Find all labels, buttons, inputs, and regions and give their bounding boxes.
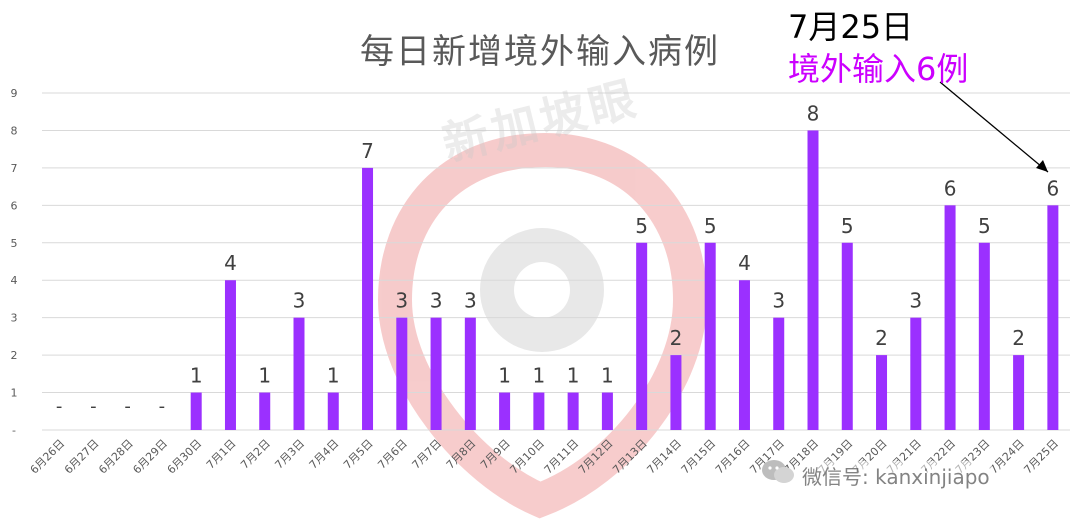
bar <box>396 317 408 430</box>
x-tick-label: 7月4日 <box>307 437 342 472</box>
bar <box>670 355 682 430</box>
y-tick-label: 6 <box>11 199 18 212</box>
annotation-text: 境外输入6例 <box>788 50 969 88</box>
bar <box>464 317 476 430</box>
y-tick-label: 3 <box>11 312 18 325</box>
bar <box>773 317 785 430</box>
bar <box>876 355 888 430</box>
y-tick-label: 8 <box>11 124 18 137</box>
x-tick-label: 7月24日 <box>987 437 1027 477</box>
x-tick-label: 7月7日 <box>410 437 445 472</box>
x-tick-label: 7月25日 <box>1021 437 1061 477</box>
data-label: 1 <box>327 364 340 388</box>
x-tick-label: 6月30日 <box>165 437 205 477</box>
data-label: 4 <box>738 251 751 275</box>
data-label: 2 <box>670 326 683 350</box>
bar <box>738 280 750 430</box>
data-label: 3 <box>395 289 408 313</box>
data-label: 3 <box>293 289 306 313</box>
data-label: - <box>56 396 63 417</box>
data-label: 6 <box>944 176 957 200</box>
x-tick-label: 6月27日 <box>62 437 102 477</box>
bar <box>567 392 579 430</box>
data-label: 3 <box>430 289 443 313</box>
wechat-credit: 微信号: kanxinjiapo <box>800 461 992 490</box>
bar <box>533 392 545 430</box>
bar <box>636 242 648 430</box>
y-tick-label: 7 <box>11 162 18 175</box>
y-tick-label: 2 <box>11 349 18 362</box>
bar <box>327 392 339 430</box>
x-tick-label: 7月2日 <box>238 437 273 472</box>
x-tick-label: 7月14日 <box>644 437 684 477</box>
data-label: - <box>90 396 97 417</box>
data-label: 1 <box>498 364 511 388</box>
data-label: 3 <box>909 289 922 313</box>
bar <box>601 392 613 430</box>
data-label: 1 <box>601 364 614 388</box>
data-label: - <box>159 396 166 417</box>
data-label: 1 <box>567 364 580 388</box>
y-tick-label: 9 <box>11 87 18 100</box>
bar <box>841 242 853 430</box>
x-tick-label: 6月26日 <box>28 437 68 477</box>
watermark-logo <box>377 132 708 519</box>
data-label: 5 <box>978 214 991 238</box>
x-tick-label: 6月29日 <box>130 437 170 477</box>
data-label: 2 <box>875 326 888 350</box>
bar <box>1047 205 1059 430</box>
x-tick-label: 7月5日 <box>341 437 376 472</box>
data-label: 3 <box>772 289 785 313</box>
data-label: 1 <box>190 364 203 388</box>
data-label: - <box>124 396 131 417</box>
data-label: 2 <box>1012 326 1025 350</box>
x-tick-label: 7月3日 <box>272 437 307 472</box>
annotation-date: 7月25日 <box>788 8 914 46</box>
bar <box>704 242 716 430</box>
bar <box>430 317 442 430</box>
x-tick-label: 7月16日 <box>713 437 753 477</box>
y-tick-label: 5 <box>11 237 18 250</box>
y-tick-label: 4 <box>11 274 18 287</box>
chart-title: 每日新增境外输入病例 <box>360 32 720 72</box>
bar <box>807 130 819 430</box>
bar <box>944 205 956 430</box>
y-tick-label: 1 <box>11 387 18 400</box>
x-tick-label: 7月15日 <box>679 437 719 477</box>
data-label: 1 <box>532 364 545 388</box>
x-tick-label: 7月1日 <box>204 437 239 472</box>
bar <box>1013 355 1025 430</box>
data-label: 5 <box>704 214 717 238</box>
x-tick-label: 7月6日 <box>375 437 410 472</box>
data-label: 5 <box>841 214 854 238</box>
data-label: 1 <box>258 364 271 388</box>
bar <box>362 167 374 430</box>
bar <box>224 280 236 430</box>
data-label: 6 <box>1046 176 1059 200</box>
bar <box>978 242 990 430</box>
data-label: 4 <box>224 251 237 275</box>
bar <box>499 392 511 430</box>
y-tick-label: - <box>12 424 16 437</box>
bar <box>910 317 922 430</box>
data-label: 8 <box>807 101 820 125</box>
bar <box>190 392 202 430</box>
bar <box>259 392 271 430</box>
bar <box>293 317 305 430</box>
x-tick-label: 6月28日 <box>96 437 136 477</box>
x-tick-label: 7月10日 <box>507 437 547 477</box>
data-label: 7 <box>361 139 374 163</box>
data-label: 5 <box>635 214 648 238</box>
annotation-arrow <box>939 81 1049 173</box>
data-label: 3 <box>464 289 477 313</box>
wechat-icon <box>762 460 794 483</box>
